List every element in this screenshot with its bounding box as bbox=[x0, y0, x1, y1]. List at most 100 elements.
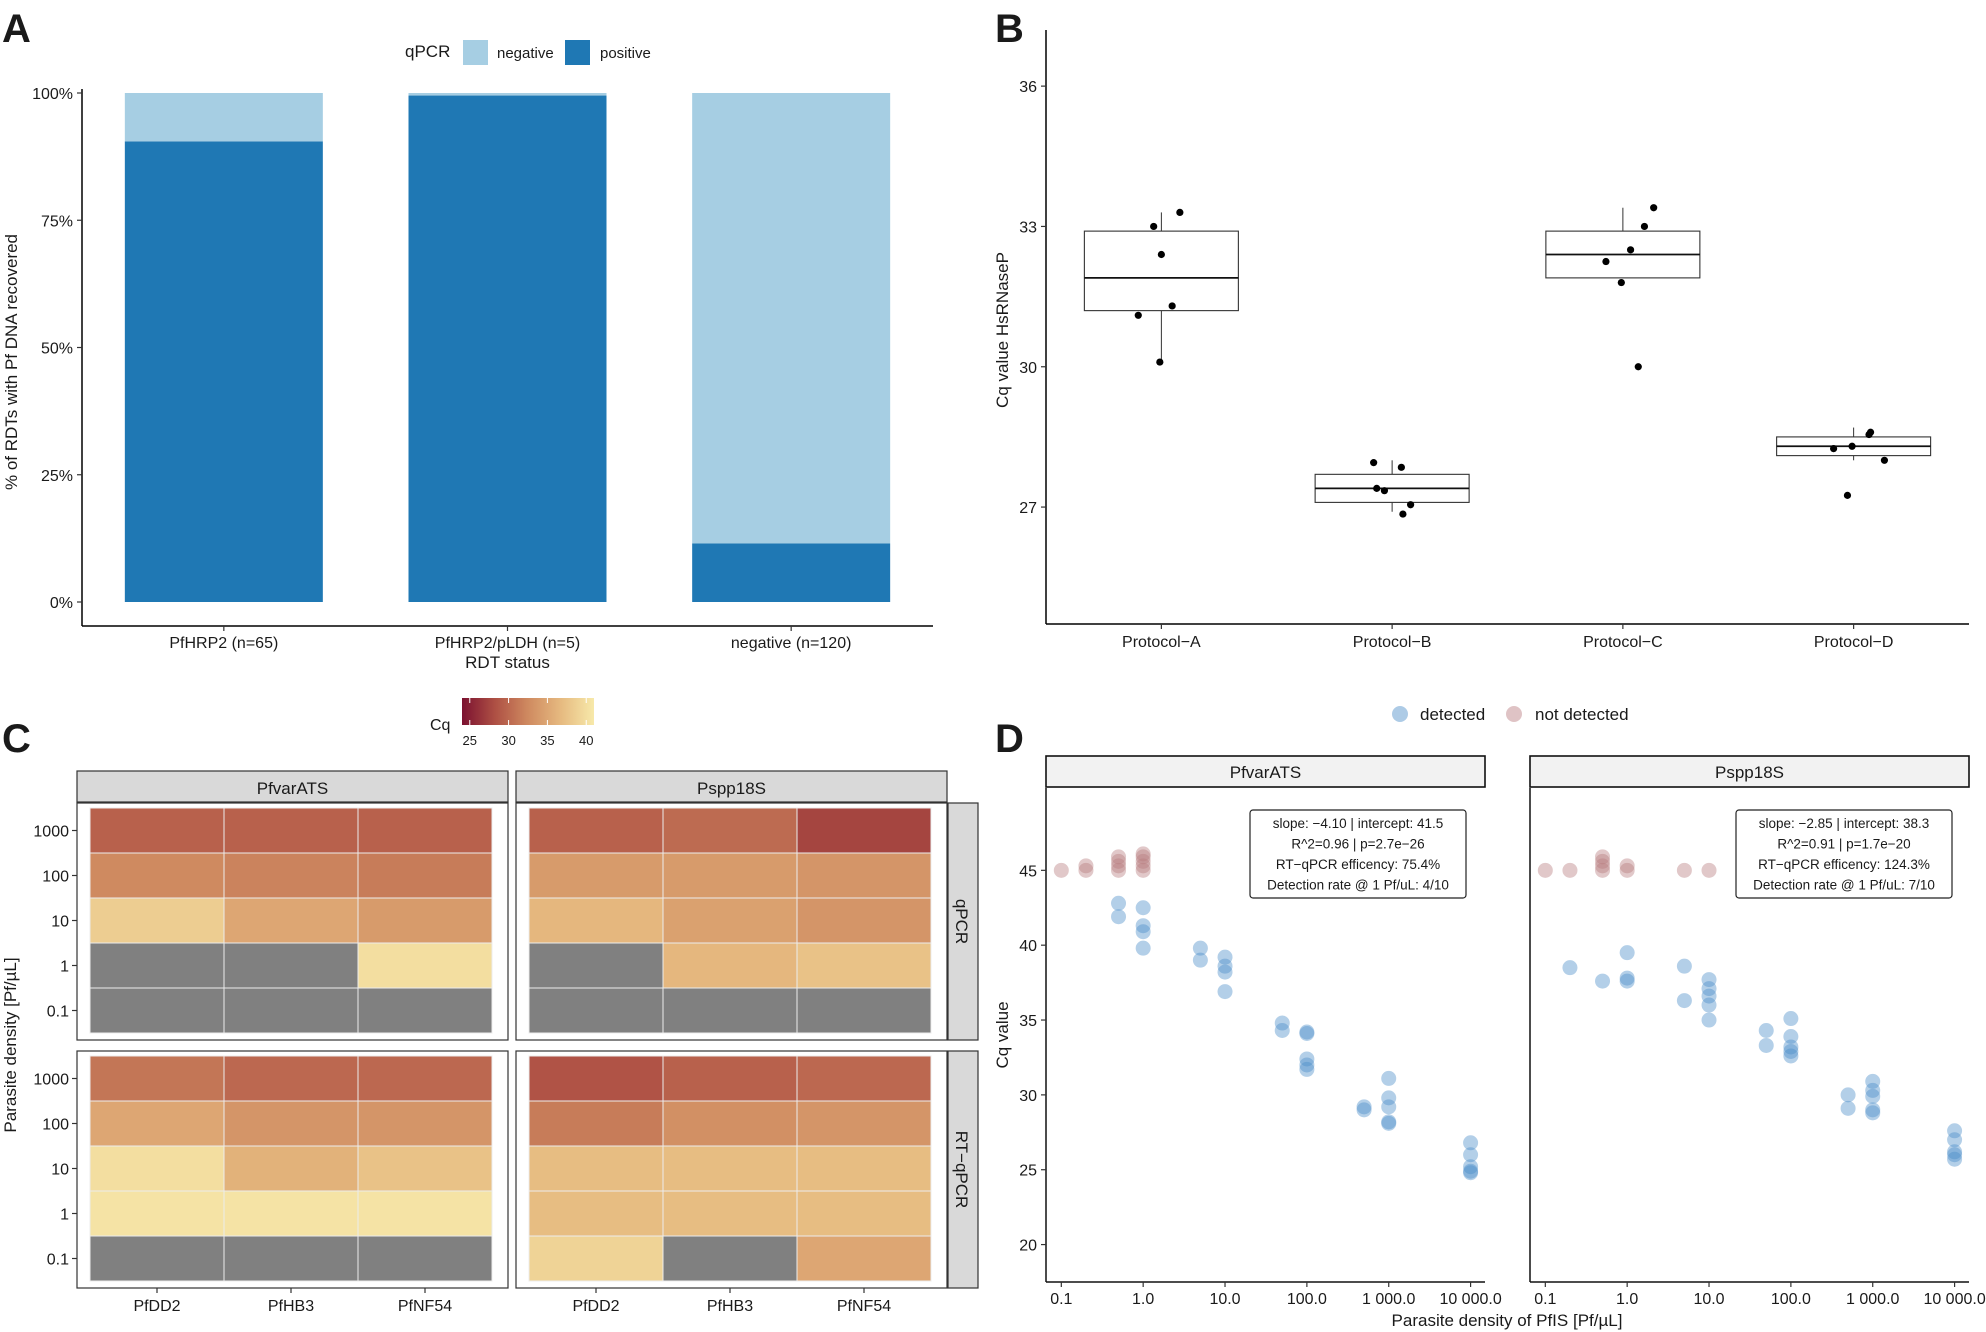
panel-d-facet-strip-label: Pspp18S bbox=[1715, 763, 1784, 782]
panel-d-point-detected bbox=[1562, 960, 1578, 976]
panel-d-point-detected bbox=[1865, 1102, 1881, 1118]
panel-d-point-not-detected bbox=[1135, 849, 1151, 865]
panel-c-heatmap-cell bbox=[662, 852, 798, 899]
panel-d-x-tick-label: 1.0 bbox=[1132, 1291, 1154, 1308]
panel-c-y-tick-label: 100 bbox=[42, 869, 69, 886]
panel-a-bar-positive bbox=[692, 543, 891, 602]
panel-c-y-tick-label: 10 bbox=[51, 914, 69, 931]
panel-d-point-not-detected bbox=[1135, 858, 1151, 874]
panel-b-data-point bbox=[1134, 311, 1142, 319]
panel-d-facet-strip bbox=[1529, 755, 1970, 788]
panel-c-heatmap-cell bbox=[528, 987, 664, 1034]
panel-c-y-tick-label: 0.1 bbox=[47, 1252, 69, 1269]
panel-b-data-point bbox=[1634, 363, 1642, 371]
panel-b-data-point bbox=[1168, 302, 1176, 310]
panel-d-point-not-detected bbox=[1619, 862, 1635, 878]
panel-b-y-tick-label: 27 bbox=[1019, 500, 1037, 517]
panel-c-column-strip bbox=[76, 770, 509, 803]
panel-d-point-detected bbox=[1595, 973, 1611, 989]
panel-c-legend-colorbar bbox=[462, 698, 594, 725]
panel-c-heatmap-cell bbox=[223, 1055, 359, 1102]
panel-c-heatmap-cell bbox=[223, 987, 359, 1034]
panel-c-heatmap-cell bbox=[89, 1145, 225, 1192]
panel-d-point-not-detected bbox=[1111, 858, 1127, 874]
panel-label-a: A bbox=[2, 7, 31, 51]
panel-d-point-detected bbox=[1676, 993, 1692, 1009]
panel-d-stats-line: slope: −2.85 | intercept: 38.3 bbox=[1759, 816, 1930, 831]
panel-c-heatmap-cell bbox=[796, 1145, 932, 1192]
panel-d-point-detected bbox=[1299, 1026, 1315, 1042]
panel-a-legend-label-negative: negative bbox=[497, 45, 554, 62]
panel-c-x-tick-label: PfDD2 bbox=[572, 1298, 619, 1315]
panel-d-point-detected bbox=[1947, 1147, 1963, 1163]
panel-d-x-axis-title: Parasite density of PfIS [Pf/µL] bbox=[1392, 1311, 1623, 1330]
panel-c-heatmap-cell bbox=[357, 1055, 493, 1102]
panel-b-data-point bbox=[1626, 246, 1635, 254]
panel-b-data-point bbox=[1156, 358, 1164, 366]
panel-d-point-detected bbox=[1192, 940, 1208, 956]
panel-b-box bbox=[1083, 230, 1239, 312]
panel-a-bar-positive bbox=[124, 141, 323, 603]
panel-c-row-strip bbox=[947, 802, 979, 1041]
panel-c-heatmap-cell bbox=[662, 1145, 798, 1192]
panel-c-heatmap-cell bbox=[796, 987, 932, 1034]
panel-d-stats-line: RT−qPCR efficency: 75.4% bbox=[1276, 857, 1440, 872]
panel-c-heatmap-cell bbox=[357, 987, 493, 1034]
panel-d-point-not-detected bbox=[1053, 862, 1069, 878]
panel-d-point-detected bbox=[1783, 1039, 1799, 1055]
panel-d-point-detected bbox=[1192, 952, 1208, 968]
panel-a-bar-negative bbox=[408, 93, 607, 96]
panel-c-heatmap-cell bbox=[357, 1145, 493, 1192]
panel-d-point-detected bbox=[1299, 1061, 1315, 1077]
panel-d-y-tick-label: 35 bbox=[1019, 1013, 1037, 1030]
panel-d-x-tick-label: 10 000.0 bbox=[1439, 1291, 1501, 1308]
panel-c-heatmap-cell bbox=[89, 942, 225, 989]
panel-d-point-detected bbox=[1701, 981, 1717, 997]
panel-b-x-tick-label: Protocol−B bbox=[1353, 634, 1432, 651]
panel-d-point-detected bbox=[1135, 918, 1151, 934]
panel-c-heatmap-cell bbox=[662, 1235, 798, 1282]
panel-d-point-detected bbox=[1947, 1123, 1963, 1139]
panel-d-x-tick-label: 10.0 bbox=[1209, 1291, 1240, 1308]
panel-d-stats-line: Detection rate @ 1 Pf/uL: 7/10 bbox=[1753, 878, 1935, 893]
panel-c-y-axis-title: Parasite density [Pf/µL] bbox=[1, 957, 20, 1132]
panel-d-point-detected bbox=[1111, 895, 1127, 911]
panel-d-point-detected bbox=[1381, 1070, 1397, 1086]
panel-c-heatmap-cell bbox=[796, 1190, 932, 1237]
panel-c-heatmap-cell bbox=[89, 1235, 225, 1282]
panel-c-x-tick-label: PfHB3 bbox=[707, 1298, 753, 1315]
panel-d-facet-strip bbox=[1045, 755, 1486, 788]
panel-d-point-not-detected bbox=[1111, 853, 1127, 869]
panel-a-y-tick-label: 25% bbox=[41, 468, 73, 485]
panel-c-heatmap-cell bbox=[357, 1235, 493, 1282]
panel-c-y-tick-label: 1 bbox=[60, 1207, 69, 1224]
panel-d-point-not-detected bbox=[1701, 862, 1717, 878]
panel-d-stats-line: Detection rate @ 1 Pf/uL: 4/10 bbox=[1267, 878, 1449, 893]
panel-c-heatmap-cell bbox=[89, 987, 225, 1034]
panel-d-point-detected bbox=[1758, 1023, 1774, 1039]
panel-d-x-tick-label: 100.0 bbox=[1287, 1291, 1327, 1308]
panel-label-d: D bbox=[995, 717, 1024, 761]
panel-d-point-not-detected bbox=[1595, 853, 1611, 869]
panel-c-facet-border bbox=[76, 1050, 509, 1289]
panel-d-legend-key-not-detected bbox=[1506, 706, 1522, 722]
panel-c-heatmap-cell bbox=[223, 1100, 359, 1147]
panel-c-heatmap-cell bbox=[528, 1235, 664, 1282]
panel-b-data-point bbox=[1399, 510, 1407, 518]
panel-d-point-detected bbox=[1217, 958, 1233, 974]
panel-d-point-not-detected bbox=[1078, 858, 1094, 874]
panel-d-point-detected bbox=[1274, 1023, 1290, 1039]
panel-c-heatmap-cell bbox=[357, 1190, 493, 1237]
panel-c-heatmap-cell bbox=[528, 852, 664, 899]
panel-d-y-tick-label: 25 bbox=[1019, 1163, 1037, 1180]
panel-d-x-tick-label: 100.0 bbox=[1771, 1291, 1811, 1308]
panel-d-point-detected bbox=[1299, 1057, 1315, 1073]
panel-c-heatmap-cell bbox=[796, 852, 932, 899]
panel-c-x-tick-label: PfNF54 bbox=[398, 1298, 452, 1315]
panel-c-y-tick-label: 10 bbox=[51, 1162, 69, 1179]
panel-a-bar-positive bbox=[408, 95, 607, 603]
panel-label-b: B bbox=[995, 7, 1024, 51]
panel-c-legend-title: Cq bbox=[430, 717, 450, 734]
panel-d-point-detected bbox=[1701, 972, 1717, 988]
panel-c-heatmap-cell bbox=[528, 1100, 664, 1147]
